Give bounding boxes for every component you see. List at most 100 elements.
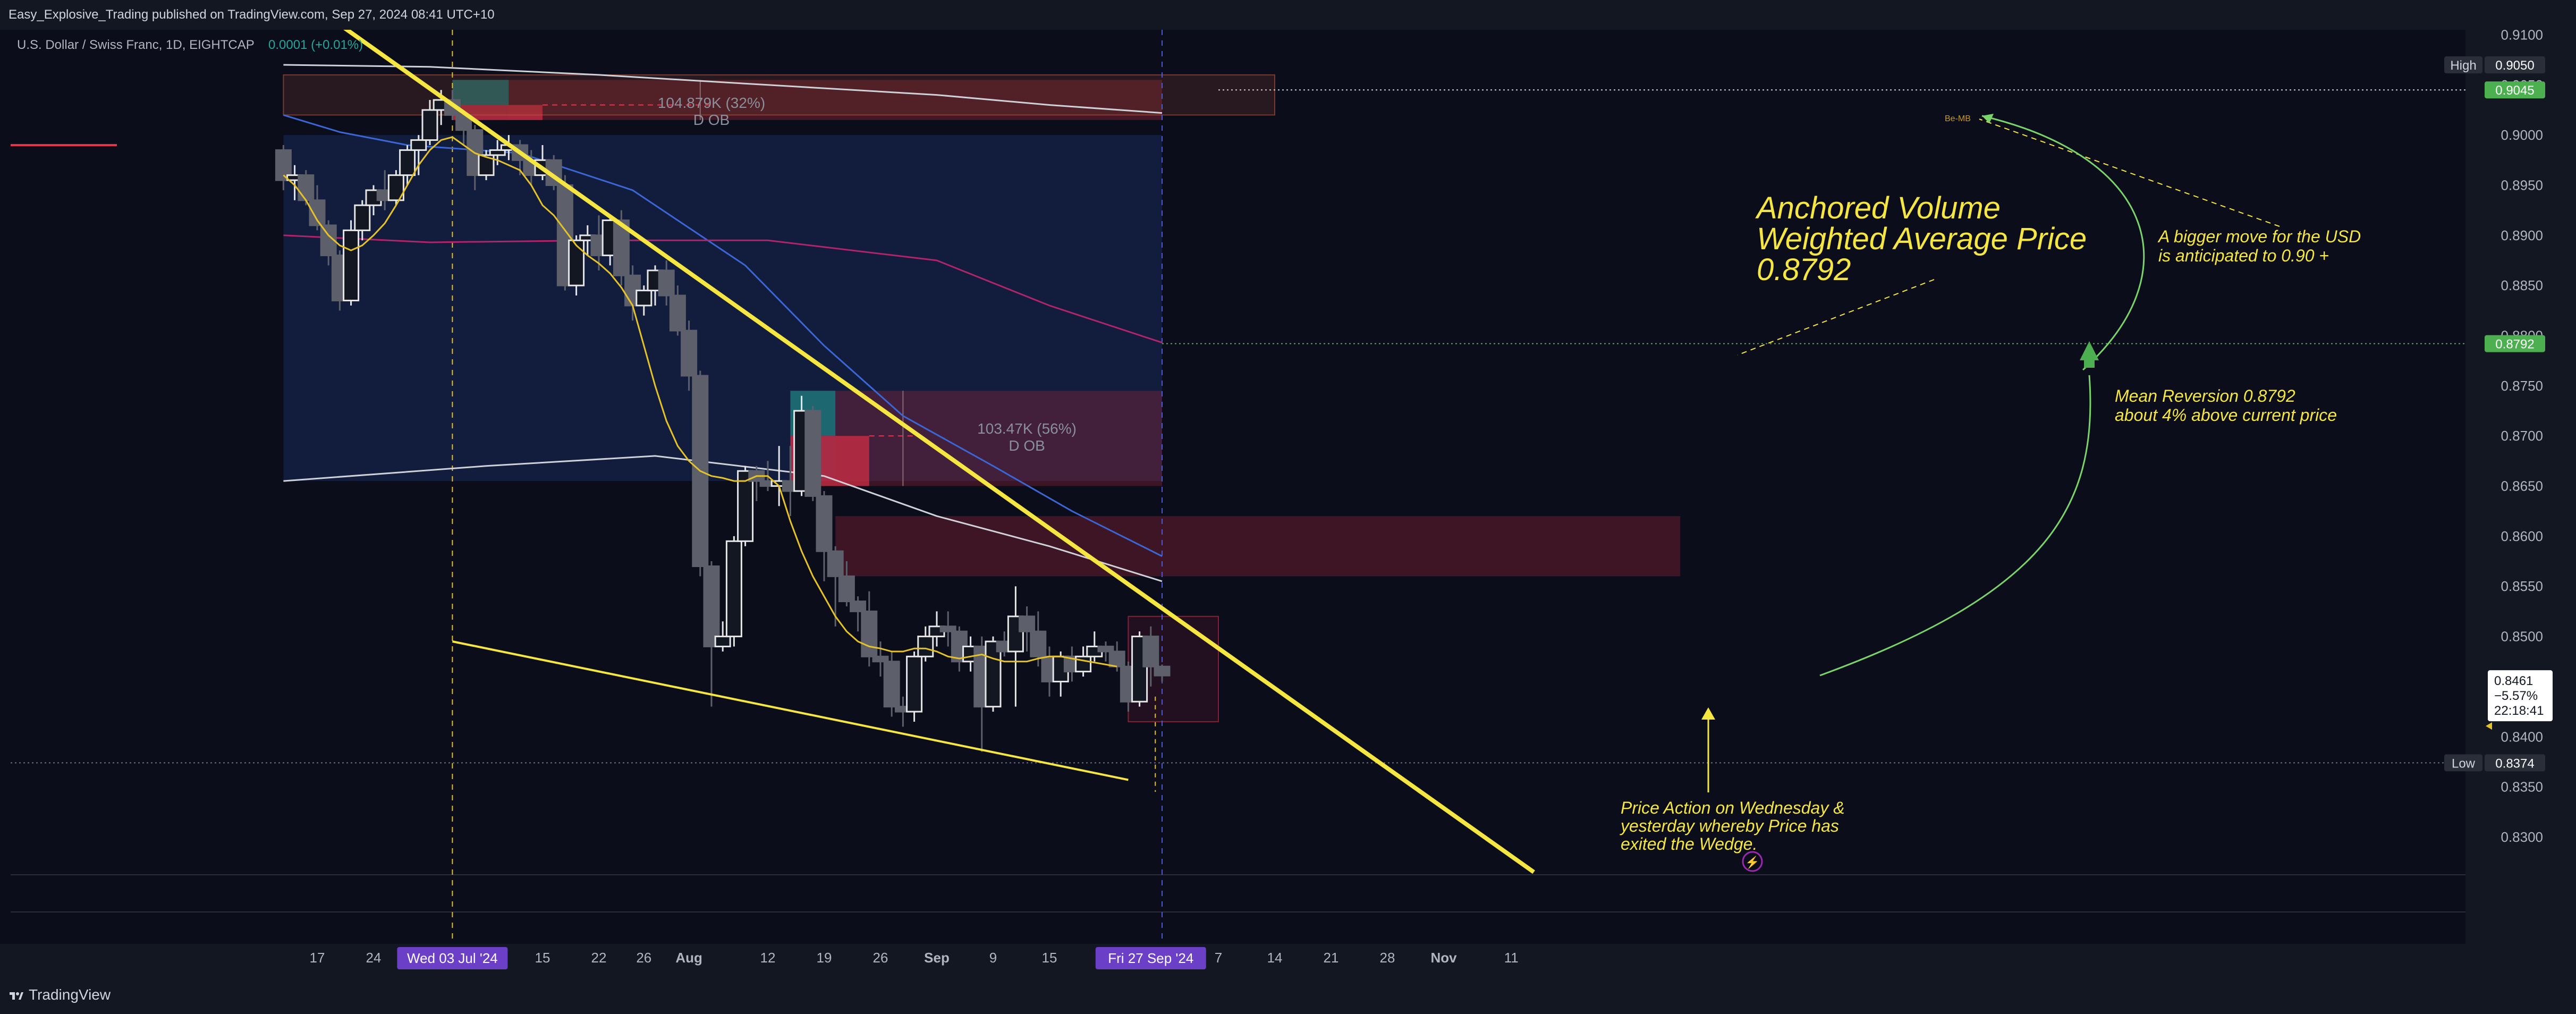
avwap-tag-value-box [2485,335,2545,352]
candle-body [421,109,438,141]
high-tag-label-box [2444,56,2482,74]
avwap-pointer [1737,279,1935,356]
reversion-up-arrow [2080,341,2099,360]
candle-body [478,154,495,176]
x-tick-label: 9 [989,950,997,966]
price-action-arrowhead [1701,707,1715,720]
x-highlight-label-1: Fri 27 Sep '24 [1108,950,1193,966]
y-tick-label: 0.8350 [2501,779,2543,795]
footer-bar: TradingView [0,977,2576,1014]
candle-body [1108,650,1125,667]
candle-body [354,204,371,231]
candle [816,491,833,581]
high-close-tag-value-box [2485,81,2545,99]
x-highlight-label-0: Wed 03 Jul '24 [407,950,498,966]
x-tick-label: 7 [1215,950,1222,966]
x-tick-label: 11 [1504,950,1519,966]
price-action-annotation: Price Action on Wednesday &yesterday whe… [1620,707,1845,872]
y-tick-label: 0.8650 [2501,478,2543,494]
candle-body [410,139,427,151]
y-tick-label: 0.8750 [2501,378,2543,394]
candle-body [1142,636,1159,667]
high-tag-label: High [2450,58,2476,73]
candle [939,611,956,647]
low-tag-label-box [2444,754,2482,772]
y-tick-label: 0.8700 [2501,428,2543,444]
candle [1019,606,1036,652]
price-scale-panel [2465,30,2576,977]
x-tick-label: Sep [924,950,950,966]
candle-body [883,661,900,708]
y-tick-label: 0.8550 [2501,578,2543,594]
candle-body [737,470,754,542]
candle-body [635,290,653,307]
y-tick-label: 0.8600 [2501,528,2543,544]
y-tick-label: 0.8850 [2501,277,2543,293]
candle-body [816,495,833,552]
ob-label-type-0: D OB [693,112,730,128]
x-tick-label: 24 [366,950,382,966]
x-tick-label: 28 [1380,950,1395,966]
candle-body [298,174,315,201]
candle [737,466,754,546]
ob-label-size-0: 104.879K (32%) [658,95,765,111]
candle [917,626,934,662]
candle [725,536,742,647]
order-block-zone-1 [452,80,509,105]
candle-body [725,540,742,638]
price-action-line-1: yesterday whereby Price has [1620,816,1839,835]
current-price-timer: 22:18:41 [2494,704,2544,718]
candle [1030,611,1047,667]
x-axis: 17248152226Aug121926Sep91523t7142128Nov1… [310,947,1519,969]
candle [399,145,416,185]
current-price-box [2488,670,2553,722]
candle-body [399,149,416,176]
reversion-up-arrow-stem [2084,359,2095,368]
x-tick-label: 15 [535,950,550,966]
y-tick-label: 0.8900 [2501,227,2543,243]
order-block-zone-0 [283,135,1162,481]
wedge-upper-trendline [301,0,1535,874]
candle [804,405,821,501]
candle [681,320,698,391]
symbol-change: 0.0001 (+0.01%) [268,38,363,52]
publisher-header: Easy_Explosive_Trading published on Trad… [0,0,2576,30]
candle [658,260,675,306]
tradingview-logo[interactable]: TradingView [10,986,111,1003]
ma-magenta-line [283,234,1163,344]
candle [872,641,889,677]
avwap-title-line-0: Anchored Volume [1755,191,2001,225]
candle [320,220,337,266]
candle-body [872,655,889,663]
candle-body [489,149,506,156]
candle [883,651,900,717]
candle-body [658,269,675,297]
candle-body [681,329,698,377]
candle [568,235,585,296]
candle [703,561,720,707]
low-tag-value-box [2485,754,2545,772]
candle [1075,646,1092,677]
wedge-lower-trendline [452,640,1129,781]
y-tick-label: 0.8300 [2501,829,2543,845]
chart-area[interactable]: 104.879K (32%) D OB 103.47K (56%) D OB Ancho… [0,0,2576,977]
candle [850,596,867,632]
order-block-zone-7 [835,391,1162,486]
candle-body [838,575,855,603]
y-tick-label: 0.8500 [2501,629,2543,645]
arc-to-target [1981,115,2145,371]
x-tick-label: 14 [1267,950,1283,966]
candle-body [343,229,360,301]
x-tick-label: 15 [1042,950,1057,966]
candle [1097,641,1114,662]
x-tick-label: 17 [310,950,325,966]
y-tick-label: 0.8950 [2501,177,2543,193]
ma-white-upper-line [283,64,1163,114]
high-tag-value: 0.9050 [2495,58,2534,73]
x-tick-label: 12 [760,950,776,966]
symbol-name: U.S. Dollar / Swiss Franc, 1D, EIGHTCAP [17,38,255,52]
order-block-zone-8 [835,516,1681,577]
mean-reversion-line-1: about 4% above current price [2115,405,2337,425]
